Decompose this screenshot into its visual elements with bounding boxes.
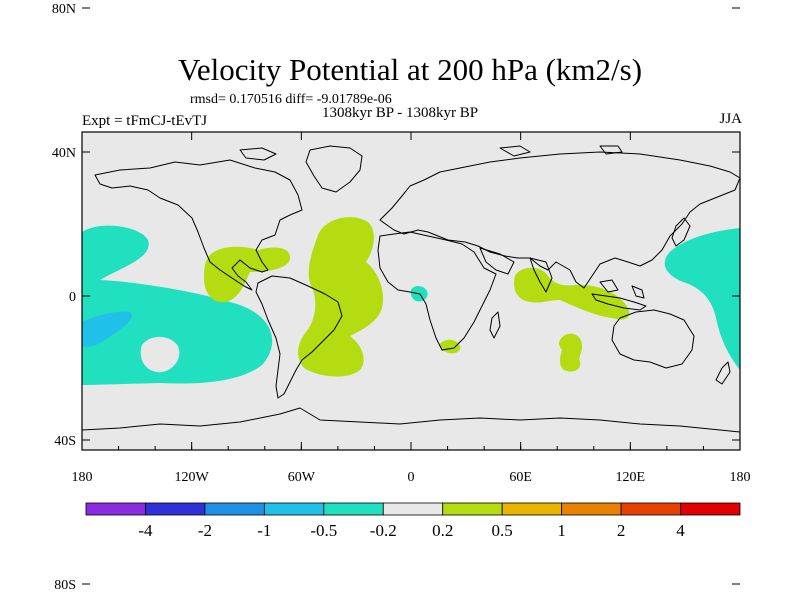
positive-anomaly-central-america xyxy=(204,246,291,303)
coastline-eurasia xyxy=(379,151,740,289)
stats-line: rmsd= 0.170516 diff= -9.01789e-06 xyxy=(190,92,392,107)
coastline-africa xyxy=(377,231,497,351)
coastlines xyxy=(82,145,740,433)
colorbar-swatch xyxy=(561,502,622,516)
colorbar-swatch xyxy=(204,502,265,516)
colorbar-swatch xyxy=(85,502,146,516)
coastline-madagascar xyxy=(489,311,501,339)
colorbar-label: 2 xyxy=(617,521,626,540)
colorbar-label: -0.5 xyxy=(310,521,337,540)
coastline-north-america xyxy=(94,159,303,291)
coastline-japan xyxy=(671,217,691,247)
colorbar: -4 -2 -1 -0.5 -0.2 0.2 0.5 1 2 4 xyxy=(85,502,741,540)
positive-anomaly-south-indian xyxy=(558,333,583,372)
lat-tick-label: 0 xyxy=(69,290,76,305)
colorbar-swatch xyxy=(442,502,503,516)
coastline-new-zealand xyxy=(715,361,731,385)
coastline-indonesia xyxy=(591,279,647,311)
lat-tick-label: 80S xyxy=(54,578,76,593)
colorbar-swatch xyxy=(382,502,444,516)
lat-tick-label: 80N xyxy=(52,2,76,17)
coastline-south-america xyxy=(255,275,343,399)
lon-tick-label: 0 xyxy=(408,470,415,485)
lon-tick-label: 120W xyxy=(175,470,210,485)
colorbar-swatch xyxy=(501,502,563,516)
shading-layer xyxy=(82,217,740,385)
negative-anomaly-pacific-east xyxy=(82,225,273,385)
coastline-arabia-india xyxy=(479,247,553,293)
negative-anomaly-core xyxy=(82,311,132,347)
lon-tick-label: 180 xyxy=(730,470,751,485)
colorbar-swatch xyxy=(263,502,325,516)
plot-title: Velocity Potential at 200 hPa (km2/s) xyxy=(177,52,643,87)
lon-tick-label: 60W xyxy=(288,470,316,485)
colorbar-label: 0.2 xyxy=(432,521,453,540)
season-label: JJA xyxy=(719,111,742,127)
colorbar-swatch xyxy=(680,502,741,516)
period-label: 1308kyr BP - 1308kyr BP xyxy=(322,105,479,121)
lat-tick-label: 40N xyxy=(52,146,76,161)
neutral-hole-south-pacific xyxy=(140,336,180,373)
positive-anomaly-indian-ocean xyxy=(514,267,630,320)
lon-tick-label: 180 xyxy=(72,470,93,485)
colorbar-label: -1 xyxy=(257,521,271,540)
coastline-antarctica xyxy=(82,407,740,433)
coastline-arctic-islands xyxy=(239,145,623,161)
colorbar-label: -0.2 xyxy=(370,521,397,540)
colorbar-swatch xyxy=(323,502,384,516)
map-axes: 80N 40N 0 40S 80S 180 120W 60W 0 60E 120E 180 xyxy=(52,2,751,593)
lon-tick-label: 60E xyxy=(509,470,532,485)
negative-anomaly-pacific-west xyxy=(664,228,740,370)
colorbar-label: -4 xyxy=(138,521,153,540)
colorbar-label: 1 xyxy=(557,521,566,540)
colorbar-swatch xyxy=(145,502,206,516)
colorbar-label: -2 xyxy=(198,521,212,540)
experiment-label: Expt = tFmCJ-tEvTJ xyxy=(82,113,208,129)
colorbar-label: 4 xyxy=(676,521,685,540)
lat-tick-label: 40S xyxy=(54,434,76,449)
positive-anomaly-atlantic xyxy=(298,217,384,377)
coastline-australia xyxy=(611,309,695,369)
coastline-greenland xyxy=(305,145,363,193)
colorbar-swatch xyxy=(620,502,681,516)
colorbar-label: 0.5 xyxy=(492,521,513,540)
lon-tick-label: 120E xyxy=(616,470,646,485)
